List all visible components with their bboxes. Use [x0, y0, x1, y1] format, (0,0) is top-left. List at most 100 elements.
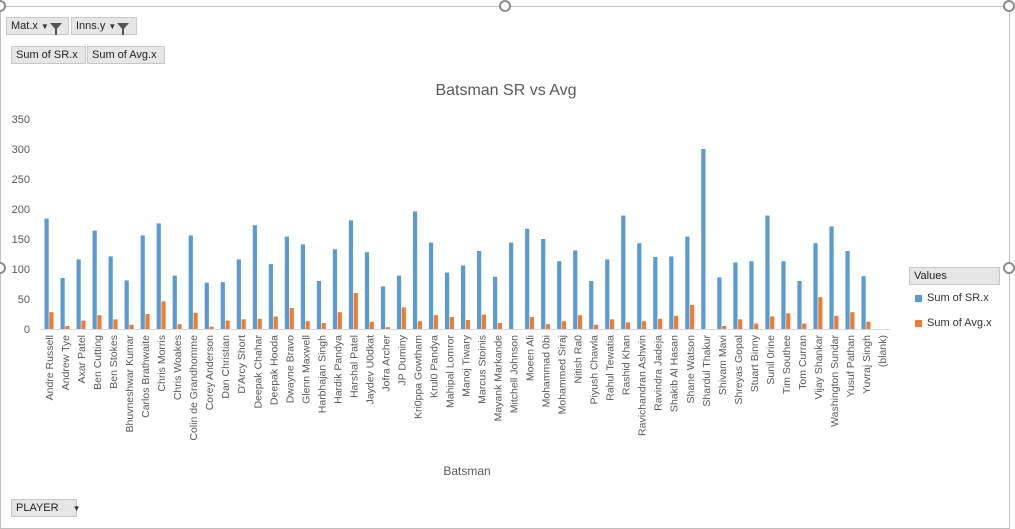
bar-sr[interactable]	[284, 236, 289, 329]
bar-avg[interactable]	[417, 321, 422, 329]
bar-sr[interactable]	[108, 256, 113, 329]
bar-sr[interactable]	[92, 230, 97, 329]
bar-sr[interactable]	[749, 261, 754, 329]
bar-avg[interactable]	[257, 318, 262, 329]
bar-sr[interactable]	[444, 272, 450, 329]
bar-avg[interactable]	[129, 324, 134, 329]
bar-sr[interactable]	[348, 220, 354, 329]
bar-avg[interactable]	[81, 320, 86, 329]
bar-avg[interactable]	[754, 323, 759, 329]
bar-avg[interactable]	[481, 314, 487, 329]
bar-avg[interactable]	[818, 297, 823, 329]
bar-sr[interactable]	[364, 252, 370, 329]
bar-sr[interactable]	[268, 264, 273, 329]
bar-avg[interactable]	[802, 323, 807, 329]
bar-avg[interactable]	[321, 323, 326, 329]
bar-avg[interactable]	[289, 308, 294, 329]
bar-avg[interactable]	[593, 324, 599, 329]
bar-sr[interactable]	[204, 282, 209, 329]
bar-sr[interactable]	[156, 223, 161, 329]
bar-avg[interactable]	[561, 321, 567, 329]
bar-avg[interactable]	[834, 315, 839, 329]
bar-avg[interactable]	[658, 318, 663, 329]
bar-avg[interactable]	[241, 319, 246, 329]
filter-field-mat[interactable]: Mat.x ▼	[6, 17, 69, 35]
bar-sr[interactable]	[701, 149, 706, 329]
bar-sr[interactable]	[797, 281, 802, 329]
bar-sr[interactable]	[509, 242, 514, 329]
bar-avg[interactable]	[161, 301, 166, 329]
bar-avg[interactable]	[786, 313, 791, 329]
bar-avg[interactable]	[465, 320, 470, 329]
bar-sr[interactable]	[252, 225, 257, 329]
bar-avg[interactable]	[625, 322, 631, 329]
row-field-player[interactable]: PLAYER ▼	[11, 499, 81, 517]
bar-sr[interactable]	[380, 286, 386, 329]
bar-sr[interactable]	[541, 239, 546, 329]
bar-avg[interactable]	[369, 321, 374, 329]
bar-sr[interactable]	[332, 249, 338, 329]
bar-sr[interactable]	[236, 259, 241, 329]
bar-avg[interactable]	[193, 312, 198, 329]
bar-avg[interactable]	[770, 316, 775, 329]
bar-avg[interactable]	[545, 324, 551, 329]
bar-avg[interactable]	[401, 307, 406, 329]
bar-sr[interactable]	[717, 277, 722, 329]
bar-avg[interactable]	[529, 317, 535, 329]
bar-avg[interactable]	[433, 315, 438, 329]
bar-sr[interactable]	[605, 259, 610, 329]
legend-title[interactable]: Values	[909, 267, 1000, 285]
bar-sr[interactable]	[589, 281, 594, 329]
bar-sr[interactable]	[44, 218, 49, 329]
bar-sr[interactable]	[557, 261, 562, 329]
bar-sr[interactable]	[637, 243, 642, 329]
bar-avg[interactable]	[690, 305, 695, 329]
bar-sr[interactable]	[172, 275, 177, 329]
bar-sr[interactable]	[669, 256, 674, 329]
bar-avg[interactable]	[738, 319, 743, 329]
bar-sr[interactable]	[76, 259, 81, 329]
bar-avg[interactable]	[209, 326, 214, 329]
bar-sr[interactable]	[60, 278, 65, 329]
bar-avg[interactable]	[577, 315, 583, 329]
bar-avg[interactable]	[449, 317, 454, 329]
bar-sr[interactable]	[781, 261, 786, 329]
bar-sr[interactable]	[813, 243, 818, 329]
bar-sr[interactable]	[573, 250, 578, 329]
bar-sr[interactable]	[829, 226, 834, 329]
bar-avg[interactable]	[722, 326, 727, 329]
value-field-avg[interactable]: Sum of Avg.x	[87, 46, 165, 64]
bar-sr[interactable]	[493, 276, 498, 329]
bar-sr[interactable]	[685, 236, 690, 329]
bar-sr[interactable]	[300, 244, 306, 329]
bar-avg[interactable]	[850, 312, 855, 329]
bar-avg[interactable]	[97, 315, 102, 329]
bar-avg[interactable]	[49, 312, 54, 329]
bar-avg[interactable]	[305, 321, 310, 329]
bar-avg[interactable]	[866, 321, 871, 329]
resize-handle-middle-right[interactable]	[1003, 262, 1015, 274]
resize-handle-top-left[interactable]	[0, 0, 6, 12]
bar-sr[interactable]	[653, 257, 658, 329]
bar-sr[interactable]	[428, 242, 434, 329]
bar-avg[interactable]	[642, 321, 647, 329]
bar-sr[interactable]	[861, 276, 866, 329]
value-field-sr[interactable]: Sum of SR.x	[11, 46, 86, 64]
bar-sr[interactable]	[733, 262, 738, 329]
bar-avg[interactable]	[113, 319, 118, 329]
bar-sr[interactable]	[477, 251, 482, 329]
bar-sr[interactable]	[412, 211, 418, 329]
bar-avg[interactable]	[177, 324, 182, 329]
bar-sr[interactable]	[765, 215, 770, 329]
filter-field-inns[interactable]: Inns.y ▼	[71, 17, 137, 35]
bar-avg[interactable]	[385, 327, 390, 329]
bar-avg[interactable]	[337, 312, 342, 329]
bar-sr[interactable]	[140, 235, 145, 329]
bar-avg[interactable]	[497, 323, 503, 329]
resize-handle-middle-left[interactable]	[0, 262, 6, 274]
bar-avg[interactable]	[65, 326, 70, 329]
bar-avg[interactable]	[225, 320, 230, 329]
bar-sr[interactable]	[461, 265, 466, 329]
bar-sr[interactable]	[525, 228, 530, 329]
resize-handle-top-right[interactable]	[1003, 0, 1015, 12]
